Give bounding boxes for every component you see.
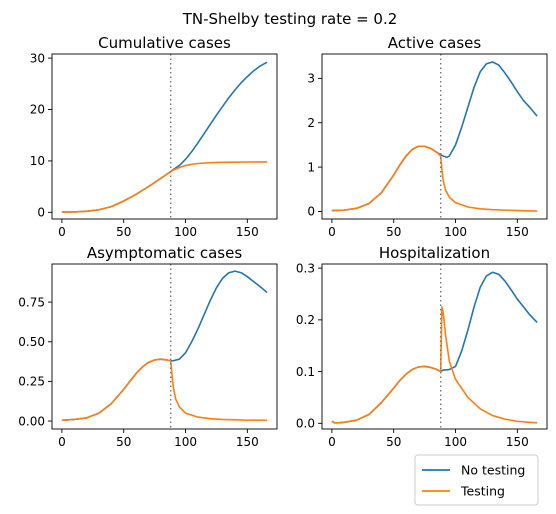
panel-hospitalization: Hospitalization 0 50 100 150 0.0 0.1 0.2 0.3 xyxy=(296,244,548,449)
active-cases-xtick-label: 50 xyxy=(386,225,401,239)
asymptomatic-cases-ytick-label: 0.75 xyxy=(18,295,45,309)
active-cases-series-no-testing xyxy=(331,61,538,212)
asymptomatic-cases-title: Asymptomatic cases xyxy=(87,244,242,262)
active-cases-title: Active cases xyxy=(388,34,482,52)
asymptomatic-cases-xtick-label: 100 xyxy=(174,435,197,449)
cumulative-cases-ytick-label: 30 xyxy=(30,51,45,65)
hospitalization-series-no-testing xyxy=(331,271,538,424)
active-cases-xtick-label: 150 xyxy=(506,225,529,239)
asymptomatic-cases-xtick-label: 50 xyxy=(116,435,131,449)
active-cases-axes-frame xyxy=(321,53,548,220)
active-cases-series-testing xyxy=(331,145,538,212)
hospitalization-xtick-label: 0 xyxy=(328,435,336,449)
cumulative-cases-xtick-label: 150 xyxy=(236,225,259,239)
active-cases-ytick-label: 0 xyxy=(307,205,315,219)
cumulative-cases-ytick-label: 20 xyxy=(30,103,45,117)
cumulative-cases-ytick-label: 10 xyxy=(30,154,45,168)
cumulative-cases-series-no-testing xyxy=(61,61,268,213)
cumulative-cases-xtick-label: 50 xyxy=(116,225,131,239)
legend-label-testing: Testing xyxy=(460,484,505,499)
hospitalization-xtick-label: 150 xyxy=(506,435,529,449)
panel-active-cases: Active cases 0 50 100 150 0 1 2 3 xyxy=(307,34,548,239)
legend-label-no-testing: No testing xyxy=(461,463,525,478)
asymptomatic-cases-axes-frame xyxy=(51,263,278,430)
cumulative-cases-xtick-label: 100 xyxy=(174,225,197,239)
asymptomatic-cases-series-testing xyxy=(61,358,268,422)
hospitalization-ytick-label: 0.3 xyxy=(296,261,315,275)
panel-asymptomatic-cases: Asymptomatic cases 0 50 100 150 0.00 0.25 0.50 0… xyxy=(18,244,278,449)
panel-cumulative-cases: Cumulative cases 0 50 100 150 0 10 20 30 xyxy=(30,34,278,239)
cumulative-cases-title: Cumulative cases xyxy=(98,34,231,52)
hospitalization-xtick-label: 50 xyxy=(386,435,401,449)
hospitalization-xtick-label: 100 xyxy=(444,435,467,449)
legend-frame xyxy=(414,454,539,506)
hospitalization-ytick-label: 0.0 xyxy=(296,417,315,431)
figure-suptitle: TN-Shelby testing rate = 0.2 xyxy=(182,10,398,28)
hospitalization-title: Hospitalization xyxy=(379,244,490,262)
hospitalization-axes-frame xyxy=(321,263,548,430)
hospitalization-ytick-label: 0.2 xyxy=(296,313,315,327)
active-cases-xtick-label: 0 xyxy=(328,225,336,239)
hospitalization-series-testing xyxy=(331,306,538,424)
active-cases-ytick-label: 3 xyxy=(307,72,315,86)
asymptomatic-cases-ytick-label: 0.00 xyxy=(18,414,45,428)
cumulative-cases-xtick-label: 0 xyxy=(58,225,66,239)
cumulative-cases-axes-frame xyxy=(51,53,278,220)
cumulative-cases-ytick-label: 0 xyxy=(37,206,45,220)
asymptomatic-cases-series-no-testing xyxy=(61,270,268,422)
active-cases-ytick-label: 1 xyxy=(307,160,315,174)
active-cases-xtick-label: 100 xyxy=(444,225,467,239)
asymptomatic-cases-ytick-label: 0.25 xyxy=(18,375,45,389)
cumulative-cases-series-testing xyxy=(61,161,268,213)
legend: No testing Testing xyxy=(414,454,539,506)
asymptomatic-cases-xtick-label: 150 xyxy=(236,435,259,449)
active-cases-ytick-label: 2 xyxy=(307,116,315,130)
asymptomatic-cases-ytick-label: 0.50 xyxy=(18,335,45,349)
hospitalization-ytick-label: 0.1 xyxy=(296,365,315,379)
asymptomatic-cases-xtick-label: 0 xyxy=(58,435,66,449)
